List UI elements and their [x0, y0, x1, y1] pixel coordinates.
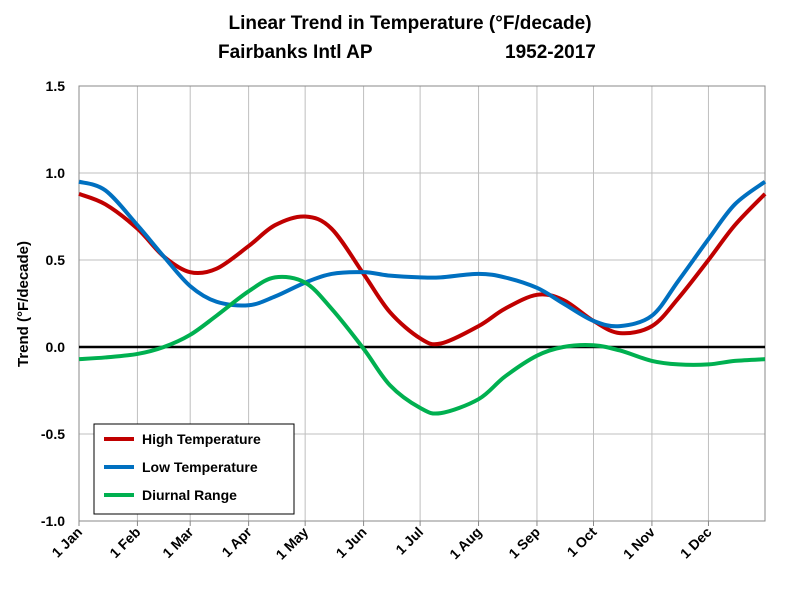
y-tick-label: 1.0	[46, 165, 66, 181]
x-tick-label: 1 Dec	[677, 524, 715, 562]
legend-label-high: High Temperature	[142, 431, 261, 447]
x-tick-label: 1 Feb	[106, 524, 143, 561]
x-tick-label: 1 Sep	[505, 524, 543, 562]
x-tick-label: 1 Nov	[620, 524, 658, 562]
x-tick-label: 1 Aug	[446, 524, 484, 562]
y-tick-label: -0.5	[41, 426, 65, 442]
x-tick-label: 1 May	[272, 524, 311, 563]
y-tick-label: 0.0	[46, 339, 66, 355]
series-line-diurnal-range	[78, 274, 766, 416]
x-tick-label: 1 Jun	[333, 524, 370, 561]
chart-subtitle-period: 1952-2017	[505, 42, 596, 63]
y-tick-label: -1.0	[41, 513, 65, 529]
y-axis-label: Trend (°F/decade)	[15, 241, 32, 367]
chart-subtitle-station: Fairbanks Intl AP	[218, 42, 373, 63]
plot-area-border	[78, 85, 766, 522]
legend-label-diurnal: Diurnal Range	[142, 487, 237, 503]
x-tick-label: 1 Jul	[392, 524, 426, 558]
series-line-low-temperature	[78, 179, 767, 329]
legend: High Temperature Low Temperature Diurnal…	[93, 423, 295, 515]
y-tick-label: 1.5	[46, 78, 66, 94]
y-tick-label: 0.5	[46, 252, 66, 268]
legend-label-low: Low Temperature	[142, 459, 258, 475]
series-line-high-temperature	[78, 192, 767, 347]
x-tick-label: 1 Oct	[564, 524, 600, 560]
x-tick-label: 1 Mar	[159, 523, 197, 561]
x-tick-label: 1 Apr	[218, 523, 255, 560]
chart-title: Linear Trend in Temperature (°F/decade)	[228, 13, 591, 34]
x-tick-label: 1 Jan	[48, 524, 85, 561]
